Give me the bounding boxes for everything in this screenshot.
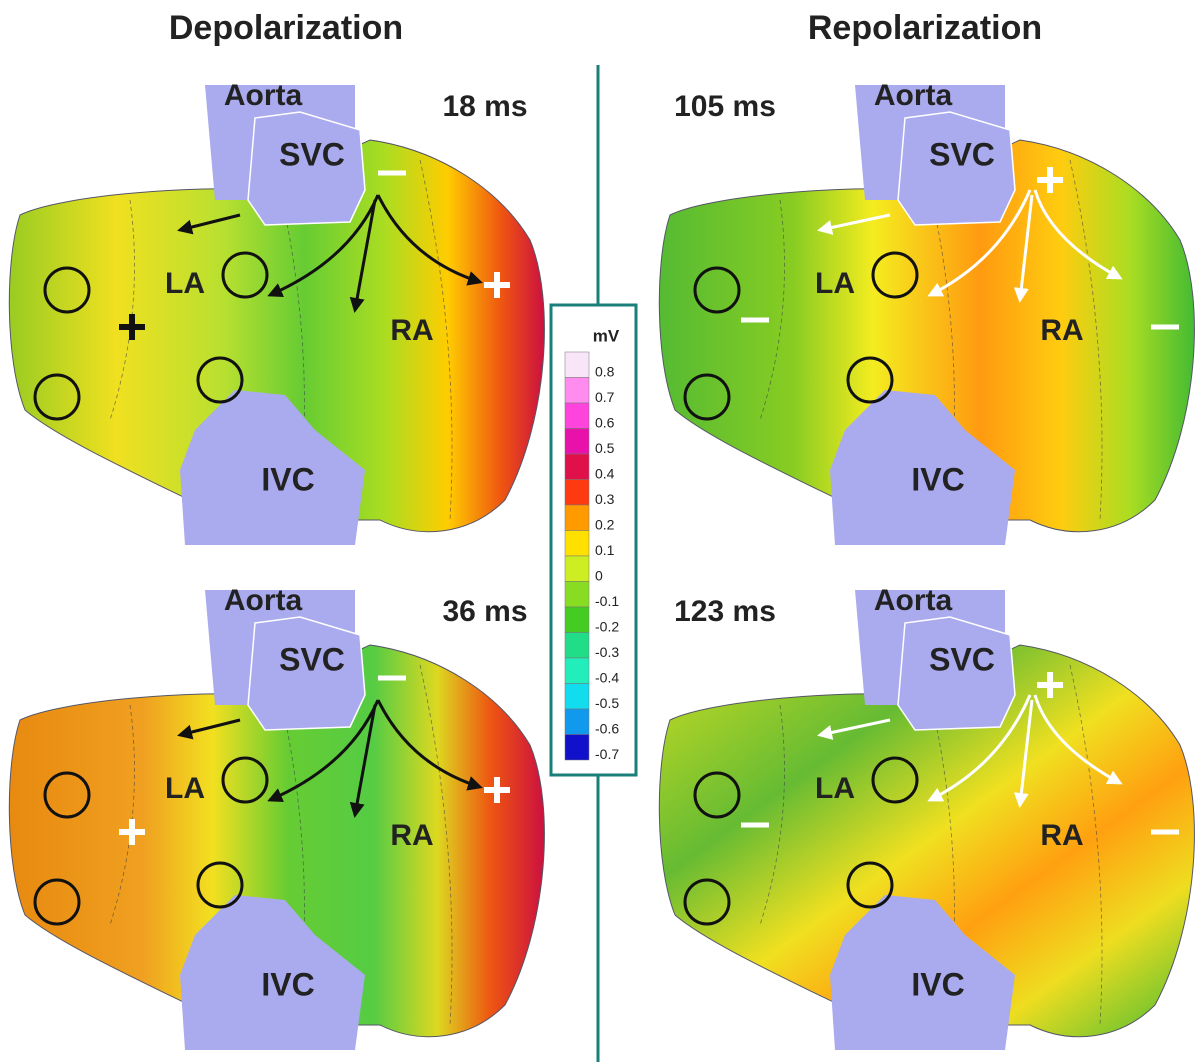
colorbar-tick: -0.2 <box>595 618 619 634</box>
colorbar-swatch <box>565 352 589 378</box>
label-aorta: Aorta <box>874 584 953 617</box>
colorbar-tick: -0.4 <box>595 669 619 685</box>
label-ivc: IVC <box>911 966 964 1002</box>
colorbar-swatch <box>565 658 589 684</box>
map-panel: Aorta SVC IVC LA RA 105 ms <box>659 79 1194 545</box>
map-panel: Aorta SVC IVC LA RA 18 ms <box>9 79 544 545</box>
colorbar-swatch <box>565 429 589 455</box>
time-label: 123 ms <box>674 595 776 628</box>
heading: Depolarization <box>169 9 403 47</box>
label-ra: RA <box>390 314 433 347</box>
time-label: 36 ms <box>442 595 527 628</box>
label-ra: RA <box>390 819 433 852</box>
colorbar-swatch <box>565 378 589 404</box>
map-panel: Aorta SVC IVC LA RA 123 ms <box>659 584 1194 1050</box>
colorbar-swatch <box>565 709 589 735</box>
colorbar-swatch <box>565 582 589 608</box>
label-svc: SVC <box>929 641 995 677</box>
colorbar-swatch <box>565 735 589 761</box>
colorbar-tick: -0.3 <box>595 644 619 660</box>
label-svc: SVC <box>929 136 995 172</box>
label-la: LA <box>815 772 855 805</box>
label-ivc: IVC <box>261 966 314 1002</box>
time-label: 18 ms <box>442 90 527 123</box>
label-svc: SVC <box>279 136 345 172</box>
colorbar-tick: -0.1 <box>595 593 619 609</box>
colorbar-swatch <box>565 480 589 506</box>
colorbar-tick: -0.6 <box>595 720 619 736</box>
colorbar-tick: 0.2 <box>595 516 615 532</box>
label-la: LA <box>815 267 855 300</box>
colorbar-swatch <box>565 556 589 582</box>
heading: Repolarization <box>808 9 1042 47</box>
colorbar-tick: -0.7 <box>595 746 619 762</box>
colorbar-swatch <box>565 633 589 659</box>
colorbar-swatch <box>565 454 589 480</box>
colorbar-tick: 0.8 <box>595 363 615 379</box>
label-ra: RA <box>1040 314 1083 347</box>
colorbar-tick: 0.5 <box>595 440 615 456</box>
colorbar-tick: -0.5 <box>595 695 619 711</box>
label-ivc: IVC <box>911 461 964 497</box>
colorbar-tick: 0.7 <box>595 389 615 405</box>
colorbar-swatch <box>565 505 589 531</box>
colorbar-unit: mV <box>593 326 620 345</box>
figure: Depolarization Repolarization Aorta SVC IV… <box>0 0 1198 1062</box>
label-svc: SVC <box>279 641 345 677</box>
colorbar-tick: 0.3 <box>595 491 615 507</box>
label-aorta: Aorta <box>874 79 953 112</box>
colorbar-tick: 0.4 <box>595 465 615 481</box>
time-label: 105 ms <box>674 90 776 123</box>
colorbar-tick: 0 <box>595 567 603 583</box>
map-panel: Aorta SVC IVC LA RA 36 ms <box>9 584 544 1050</box>
colorbar-box <box>551 305 636 775</box>
colorbar-swatch <box>565 684 589 710</box>
colorbar-swatch <box>565 531 589 557</box>
label-aorta: Aorta <box>224 79 303 112</box>
label-la: LA <box>165 772 205 805</box>
colorbar-tick: 0.1 <box>595 542 615 558</box>
label-ra: RA <box>1040 819 1083 852</box>
label-la: LA <box>165 267 205 300</box>
label-ivc: IVC <box>261 461 314 497</box>
colorbar-swatch <box>565 607 589 633</box>
label-aorta: Aorta <box>224 584 303 617</box>
colorbar-swatch <box>565 403 589 429</box>
colorbar-tick: 0.6 <box>595 414 615 430</box>
